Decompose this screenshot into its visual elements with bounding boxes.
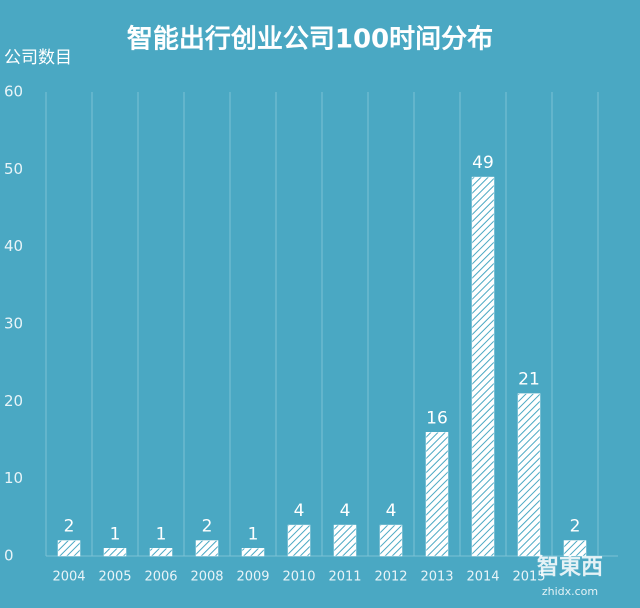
value-label: 4 bbox=[386, 501, 397, 521]
x-tick-label: 2015 bbox=[512, 570, 545, 585]
value-label: 2 bbox=[202, 517, 213, 537]
bar bbox=[517, 393, 541, 557]
value-label: 4 bbox=[340, 501, 351, 521]
value-label: 1 bbox=[110, 524, 121, 544]
value-label: 2 bbox=[64, 517, 75, 537]
y-tick-label: 0 bbox=[4, 547, 14, 565]
y-tick-label: 20 bbox=[4, 392, 23, 410]
y-tick-label: 40 bbox=[4, 237, 23, 255]
x-tick-label: 2010 bbox=[282, 570, 315, 585]
value-label: 21 bbox=[518, 370, 540, 390]
bar bbox=[333, 524, 357, 557]
y-tick-label: 60 bbox=[4, 83, 23, 101]
bar bbox=[149, 548, 173, 557]
y-axis-label: 公司数目 bbox=[4, 48, 72, 68]
x-tick-label: 2013 bbox=[420, 570, 453, 585]
chart-title: 智能出行创业公司100时间分布 bbox=[127, 24, 493, 55]
bar bbox=[195, 540, 219, 557]
bar bbox=[563, 540, 587, 557]
value-label: 4 bbox=[294, 501, 305, 521]
x-tick-label: 2012 bbox=[374, 570, 407, 585]
y-tick-label: 50 bbox=[4, 160, 23, 178]
bar bbox=[241, 548, 265, 557]
y-tick-label: 30 bbox=[4, 315, 23, 333]
value-label: 16 bbox=[426, 408, 448, 428]
x-tick-label: 2011 bbox=[328, 570, 361, 585]
x-tick-label: 2008 bbox=[190, 570, 223, 585]
x-tick-label: 2009 bbox=[236, 570, 269, 585]
bar bbox=[103, 548, 127, 557]
value-label: 49 bbox=[472, 153, 494, 173]
bar bbox=[379, 524, 403, 557]
watermark-url: zhidx.com bbox=[542, 585, 598, 598]
bar bbox=[471, 176, 495, 557]
value-label: 1 bbox=[156, 524, 167, 544]
x-tick-label: 2004 bbox=[52, 570, 85, 585]
x-tick-label: 2006 bbox=[144, 570, 177, 585]
watermark: 智東西 bbox=[537, 554, 603, 580]
x-tick-label: 2005 bbox=[98, 570, 131, 585]
bar bbox=[287, 524, 311, 557]
y-tick-label: 10 bbox=[4, 469, 23, 487]
bar bbox=[57, 540, 81, 557]
value-label: 1 bbox=[248, 524, 259, 544]
x-tick-label: 2014 bbox=[466, 570, 499, 585]
bar bbox=[425, 432, 449, 557]
value-label: 2 bbox=[570, 517, 581, 537]
